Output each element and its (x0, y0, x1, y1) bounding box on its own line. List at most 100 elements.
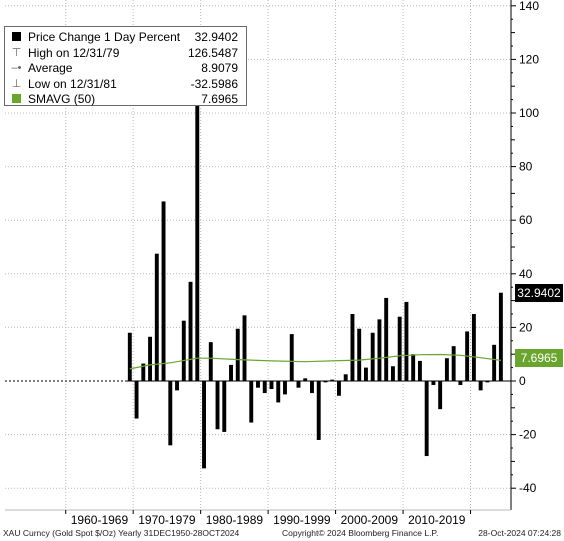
y-tick-label: 140 (519, 0, 539, 13)
bar (316, 381, 321, 440)
bar (343, 374, 348, 381)
legend-low-name: Low on 12/31/81 (28, 76, 117, 91)
bar (262, 381, 267, 394)
bar (377, 319, 382, 381)
bar (289, 334, 294, 381)
bar (296, 381, 301, 388)
y-tick-label: -20 (519, 428, 537, 442)
bar (181, 320, 186, 381)
bar (417, 360, 422, 381)
bar (404, 301, 409, 381)
bar (208, 342, 213, 381)
y-axis: -40 -20 0 20 40 60 80 100 120 140 (510, 0, 539, 510)
bar (249, 381, 254, 423)
x-axis: 1960-1969 1970-1979 1980-1989 1990-1999 2000… (5, 509, 511, 527)
legend-low-value: -32.5986 (190, 76, 238, 91)
legend-series-value: 32.9402 (194, 30, 238, 44)
bar (323, 381, 328, 383)
legend-high-name: High on 12/31/79 (28, 45, 120, 60)
sma-value-tag: 7.6965 (515, 349, 563, 367)
last-value-tag: 32.9402 (515, 284, 563, 302)
legend-row-price-change: Price Change 1 Day Percent 32.9402 (11, 30, 242, 46)
legend: Price Change 1 Day Percent 32.9402 ⊤ Hig… (4, 26, 247, 106)
black-square-icon (11, 32, 22, 43)
y-tick-label: 80 (519, 160, 533, 174)
x-tick-label: 1990-1999 (273, 513, 331, 527)
legend-row-smavg: SMAVG (50) 7.6965 (11, 92, 242, 108)
bar (357, 328, 362, 381)
bar (235, 328, 240, 381)
bar (127, 332, 132, 381)
high-marker-icon: ⊤ (11, 46, 22, 59)
legend-average-value: 8.9079 (201, 61, 238, 75)
bar (444, 358, 449, 381)
legend-row-average: –• Average 8.9079 (11, 61, 242, 77)
bar (337, 381, 341, 396)
bar (498, 292, 503, 381)
bar (148, 336, 153, 381)
bar (242, 315, 247, 381)
bar (256, 381, 260, 388)
sma-line (129, 353, 501, 370)
bar (363, 367, 368, 381)
bar (222, 381, 227, 432)
legend-average-name: Average (28, 61, 73, 75)
bar (269, 381, 274, 390)
x-tick-label: 2010-2019 (408, 513, 466, 527)
bar (168, 381, 173, 446)
legend-smavg-value: 7.6965 (201, 92, 238, 106)
bar (397, 316, 402, 381)
last-value-tag-bg (515, 284, 563, 302)
bar (283, 381, 287, 395)
bar (303, 378, 308, 381)
low-marker-icon: ⊥ (11, 77, 22, 90)
bar (384, 297, 389, 381)
footer-copyright: Copyright© 2024 Bloomberg Finance L.P. (282, 528, 439, 538)
y-tick-label: 20 (519, 320, 533, 334)
footer-security-description: XAU Curncy (Gold Spot $/Oz) Yearly 31DEC… (3, 528, 240, 538)
bar (485, 381, 490, 383)
bars-layer (127, 41, 503, 469)
bar (492, 344, 497, 381)
bar (134, 381, 139, 419)
bar (195, 41, 200, 381)
bar (350, 314, 355, 381)
bar (451, 346, 456, 381)
x-tick-label: 2000-2009 (341, 513, 399, 527)
legend-row-high: ⊤ High on 12/31/79 126.5487 (11, 46, 242, 62)
y-tick-label: 0 (519, 374, 526, 388)
bar (431, 381, 436, 386)
bar (478, 381, 483, 391)
y-tick-label: 100 (519, 106, 539, 120)
bar (330, 379, 335, 381)
y-tick-label: 40 (519, 267, 533, 281)
bar (161, 201, 166, 381)
legend-high-value: 126.5487 (187, 45, 238, 60)
legend-series-name: Price Change 1 Day Percent (28, 30, 181, 44)
bar (310, 381, 314, 394)
x-tick-label: 1970-1979 (138, 513, 196, 527)
bar (390, 366, 395, 381)
legend-row-low: ⊥ Low on 12/31/81 -32.5986 (11, 77, 242, 93)
bar (188, 281, 193, 381)
bar (438, 381, 443, 410)
last-value-tag-label: 32.9402 (517, 286, 561, 300)
bar (411, 354, 416, 381)
bar (202, 381, 206, 469)
bar (154, 253, 159, 381)
x-tick-label: 1980-1989 (206, 513, 264, 527)
bar (229, 364, 233, 381)
sma-value-tag-bg (515, 349, 563, 367)
legend-smavg-name: SMAVG (50) (28, 92, 96, 106)
y-tick-label: 120 (519, 52, 539, 66)
bar (175, 381, 179, 391)
green-square-icon (11, 94, 22, 105)
bar (276, 381, 281, 403)
bar (215, 381, 220, 430)
bar (424, 381, 429, 457)
bar (458, 381, 463, 386)
bar (471, 314, 476, 381)
bar (370, 332, 375, 381)
footer-timestamp: 28-Oct-2024 07:24:28 (478, 528, 561, 538)
